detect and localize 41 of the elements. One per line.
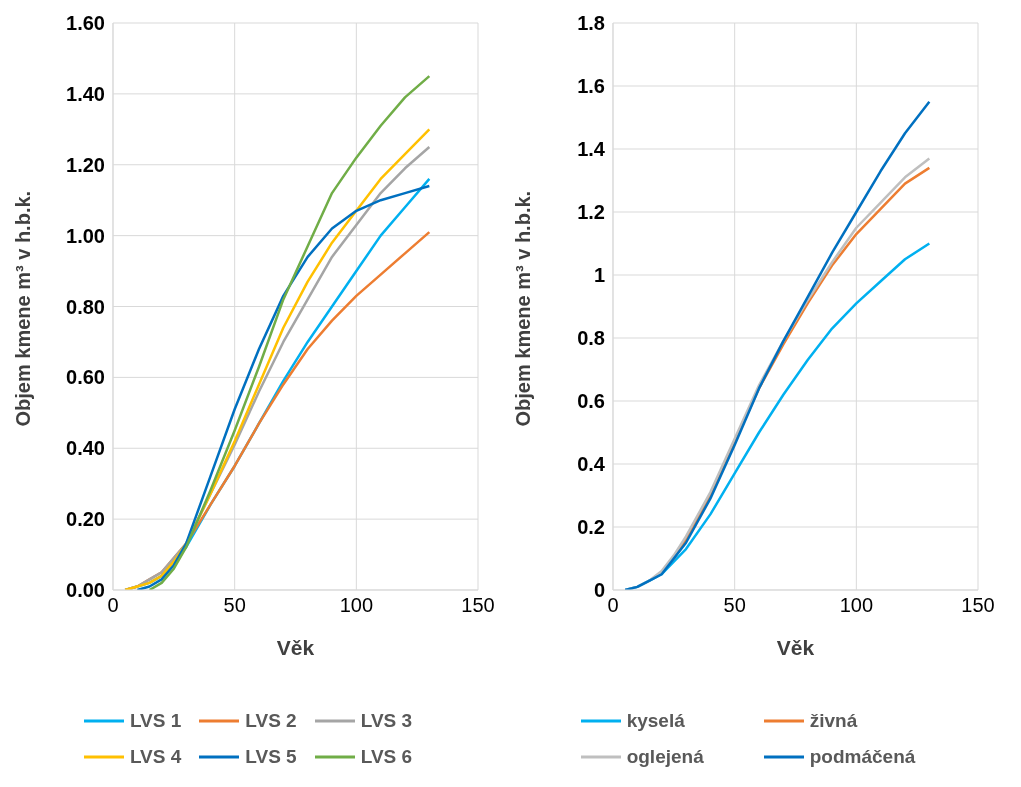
x-tick-label: 50 bbox=[723, 594, 746, 617]
y-tick-label: 0.40 bbox=[66, 437, 105, 460]
y-axis-title: Objem kmene m³ v h.b.k. bbox=[512, 190, 535, 427]
x-tick-label: 100 bbox=[839, 594, 874, 617]
legend-label: LVS 6 bbox=[360, 746, 413, 768]
x-axis-title: Věk bbox=[276, 636, 315, 659]
x-tick-label: 150 bbox=[961, 594, 995, 617]
legend-label: oglejená bbox=[626, 746, 704, 768]
y-tick-label: 1.6 bbox=[577, 75, 605, 98]
y-tick-label: 0.60 bbox=[66, 366, 105, 389]
y-tick-label: 0.4 bbox=[577, 453, 606, 476]
legend-label: živná bbox=[809, 710, 858, 732]
y-tick-label: 1.2 bbox=[577, 201, 605, 224]
y-tick-label: 1 bbox=[593, 264, 605, 287]
x-axis-title: Věk bbox=[776, 636, 815, 659]
y-axis-title: Objem kmene m³ v h.b.k. bbox=[12, 190, 35, 427]
y-tick-label: 1.40 bbox=[66, 82, 105, 105]
x-tick-label: 100 bbox=[339, 594, 374, 617]
legend-label: LVS 5 bbox=[245, 746, 297, 768]
legend-label: LVS 3 bbox=[360, 710, 413, 732]
x-tick-label: 0 bbox=[107, 594, 119, 617]
y-tick-label: 0.80 bbox=[66, 295, 105, 318]
legend-label: kyselá bbox=[626, 710, 685, 732]
y-tick-label: 0.2 bbox=[577, 516, 605, 539]
y-tick-label: 0.6 bbox=[577, 390, 605, 413]
x-tick-label: 150 bbox=[461, 594, 495, 617]
y-tick-label: 1.8 bbox=[577, 12, 605, 35]
legend-label: LVS 2 bbox=[245, 710, 297, 732]
legend-label: podmáčená bbox=[809, 746, 916, 768]
legend-label: LVS 4 bbox=[129, 746, 182, 768]
y-tick-label: 0.8 bbox=[577, 327, 605, 350]
x-tick-label: 50 bbox=[223, 594, 246, 617]
y-tick-label: 1.00 bbox=[66, 224, 105, 247]
line-series bbox=[148, 74, 431, 590]
y-tick-label: 1.20 bbox=[66, 153, 105, 176]
y-tick-label: 0 bbox=[593, 579, 605, 602]
legend-label: LVS 1 bbox=[129, 710, 182, 732]
y-tick-label: 0.20 bbox=[66, 508, 105, 531]
y-tick-label: 1.60 bbox=[66, 12, 105, 35]
y-tick-label: 1.4 bbox=[577, 138, 606, 161]
y-tick-label: 0.00 bbox=[66, 579, 105, 602]
